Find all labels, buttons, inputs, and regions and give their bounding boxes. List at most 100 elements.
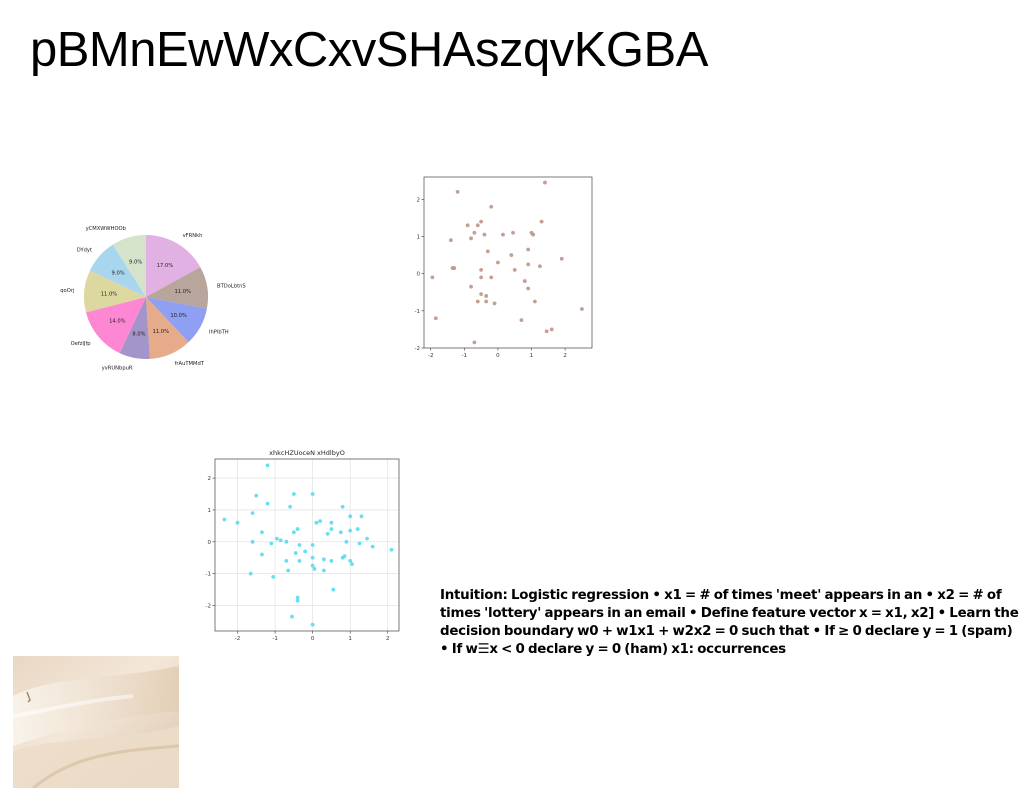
scatter-point <box>433 316 438 321</box>
scatter-point <box>265 463 270 468</box>
y-tick-label: 2 <box>208 476 212 482</box>
scatter-point <box>329 520 334 525</box>
x-tick-label: 0 <box>496 353 500 358</box>
y-tick-label: 0 <box>208 540 212 546</box>
scatter-point <box>482 232 487 237</box>
scatter-point <box>303 549 308 554</box>
pie-slice-lhplbth <box>146 297 207 343</box>
pie-label-ycmxwwhoob: yCMXWWHOOb <box>86 226 127 232</box>
pie-slice-frautmmdt <box>146 297 189 359</box>
scatter-point <box>549 327 554 332</box>
scatter-point <box>475 299 480 304</box>
y-tick-label: 0 <box>417 272 421 278</box>
scatter-point <box>329 527 334 531</box>
scatter-point <box>310 492 315 496</box>
scatter-point <box>501 232 505 237</box>
pie-label-frautmmdt: frAuTMMdT <box>175 361 205 367</box>
scatter-point <box>269 541 274 546</box>
scatter-point <box>472 230 477 235</box>
scatter-point <box>357 541 362 546</box>
x-tick-label: 2 <box>386 636 390 640</box>
scatter-point <box>338 530 343 535</box>
scatter-point <box>526 286 531 291</box>
scatter-point <box>469 236 473 241</box>
scatter-point <box>448 238 453 243</box>
scatter-point <box>310 555 315 560</box>
scatter-point <box>348 528 353 533</box>
scatter-point <box>314 520 319 525</box>
y-tick-label: 1 <box>208 508 212 514</box>
scatter-point <box>284 539 289 544</box>
scatter-point <box>310 543 315 547</box>
scatter-plot-1: -2 -1 0 1 2 -2 -1 0 1 2 <box>410 170 600 359</box>
pie-slice-btdolbtns <box>146 267 208 309</box>
pie-pct-label: 11.0% <box>174 289 191 295</box>
scatter-point <box>331 587 336 592</box>
scatter-point <box>452 266 457 270</box>
y-tick-label: -1 <box>415 309 420 315</box>
scatter-point <box>321 557 326 562</box>
scatter-point <box>278 538 283 543</box>
scatter-point <box>350 562 354 567</box>
scatter-point <box>312 566 317 571</box>
scatter-point <box>485 249 490 254</box>
pie-label-dydyt: DYdyt <box>77 247 92 253</box>
scatter-point <box>526 262 531 267</box>
pie-label-oefzijfp: OefzIJfp <box>71 341 92 347</box>
x-tick-label: 1 <box>530 353 534 358</box>
scatter-point <box>496 260 500 265</box>
scatter-point <box>469 284 473 289</box>
scatter-point <box>275 536 279 541</box>
pie-pct-label: 11.0% <box>153 329 170 335</box>
scatter-point <box>539 219 544 224</box>
scatter-point <box>512 268 517 272</box>
scatter-point <box>291 530 296 535</box>
scatter-point <box>250 539 255 544</box>
scatter-point <box>295 595 300 600</box>
scatter-point <box>250 511 255 516</box>
scatter-point <box>295 527 300 531</box>
scatter-point <box>465 223 470 228</box>
scatter-point <box>344 539 349 544</box>
scatter-point <box>248 571 253 576</box>
scatter-point <box>532 299 537 304</box>
y-tick-label: -2 <box>206 604 211 610</box>
scatter-point <box>430 275 435 280</box>
scatter-point <box>355 527 360 531</box>
scatter-point <box>475 223 480 228</box>
scatter-point <box>580 307 584 311</box>
body-text: Intuition: Logistic regression • x1 = # … <box>440 588 1019 657</box>
x-tick-label: 2 <box>563 353 567 358</box>
scatter-point <box>489 204 494 209</box>
pie-pct-label: 9.0% <box>112 270 125 276</box>
scatter-plot-2: xhkcHZUoceN xHdlbyO -2 -1 0 1 2 -2 -1 0 1 2 <box>200 445 408 642</box>
scatter-point <box>484 299 489 304</box>
scatter-point <box>288 504 293 509</box>
x-tick-label: -2 <box>235 636 240 640</box>
scatter-point <box>348 559 353 563</box>
pie-slice-yvrunbpur <box>119 297 150 359</box>
scatter-point <box>295 598 300 603</box>
scatter-point <box>559 256 564 261</box>
scatter-point <box>297 559 302 563</box>
scatter-point <box>284 559 289 563</box>
pie-label-btdolbtns: BTDoLbtnS <box>217 284 246 290</box>
scatter-point <box>365 536 369 541</box>
scatter-point <box>260 552 264 557</box>
x-tick-label: 1 <box>348 636 352 640</box>
scatter-point <box>321 568 326 573</box>
scatter-point <box>531 232 536 237</box>
page-title: pBMnEwWxCxvSHAszqvKGBA <box>30 23 708 77</box>
pie-pct-label: 9.0% <box>129 259 142 265</box>
pie-pct-label: 11.0% <box>101 291 118 297</box>
x-tick-label: 0 <box>311 636 315 640</box>
scatter-point <box>519 318 524 323</box>
scatter-point <box>271 574 276 579</box>
pie-slice-oefzijfp <box>85 297 146 354</box>
scatter-point <box>489 275 494 280</box>
pie-label-yvrunbpur: yvRUNbpuR <box>102 366 133 372</box>
scatter-point <box>235 520 240 525</box>
pie-slice-qoorj <box>84 270 146 313</box>
scatter-point <box>340 504 345 509</box>
scatter-point <box>291 492 296 496</box>
